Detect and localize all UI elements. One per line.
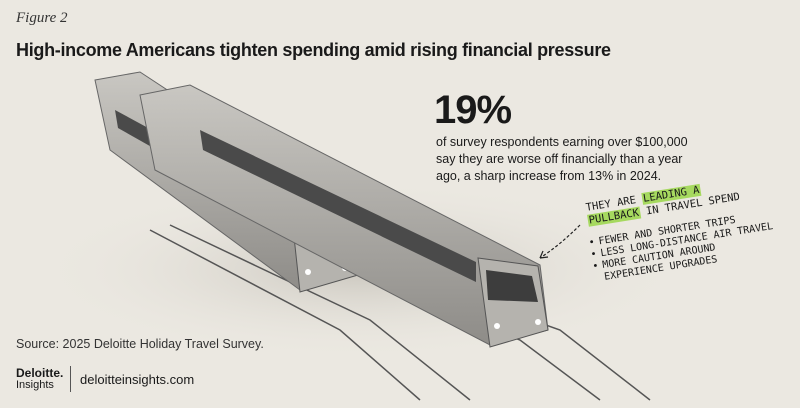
bullet-dot: • — [591, 260, 600, 273]
arrow-head — [539, 250, 549, 259]
description-line: of survey respondents earning over $100,… — [436, 135, 688, 149]
brand-sub: Insights — [16, 379, 54, 391]
description-line: ago, a sharp increase from 13% in 2024. — [436, 169, 662, 183]
separator — [70, 366, 71, 392]
title: High-income Americans tighten spending a… — [16, 40, 611, 60]
description-line: say they are worse off financially than … — [436, 152, 683, 166]
bullet-dot: • — [589, 248, 598, 261]
bullet-dot: • — [588, 237, 596, 249]
annotation-arrow — [539, 224, 581, 259]
stat-value: 19% — [434, 88, 512, 132]
stat-description: of survey respondents earning over $100,… — [436, 134, 688, 185]
train-right — [139, 84, 549, 348]
brand-url: deloitteinsights.com — [80, 372, 195, 387]
source: Source: 2025 Deloitte Holiday Travel Sur… — [16, 337, 264, 351]
figure-label: Figure 2 — [16, 10, 68, 26]
brand-name: Deloitte. — [16, 366, 64, 380]
